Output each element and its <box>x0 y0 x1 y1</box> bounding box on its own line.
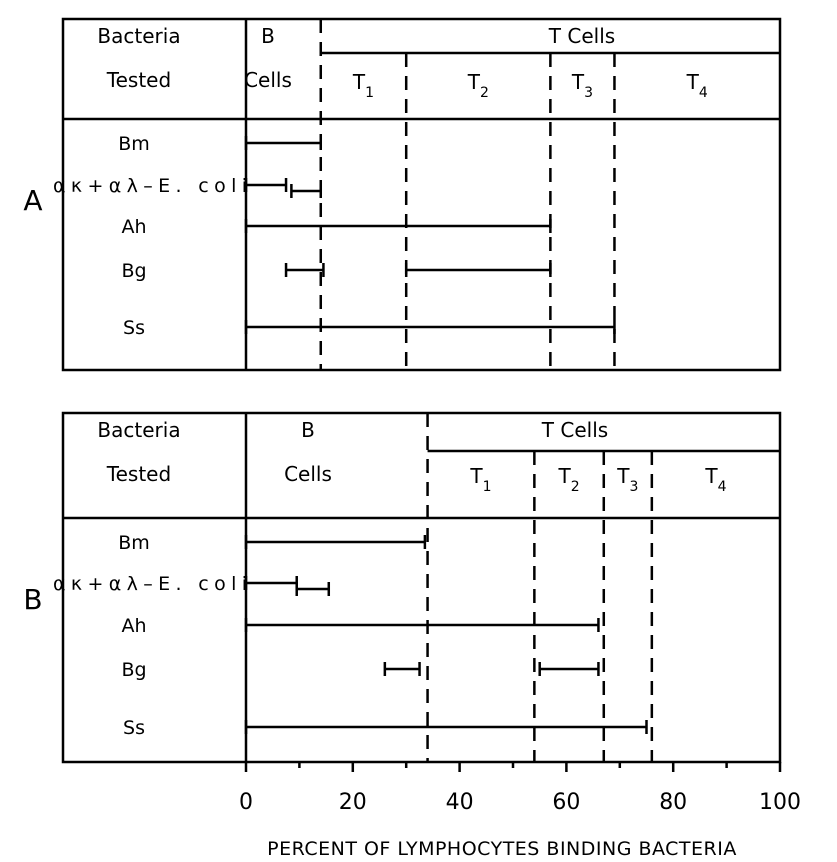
panel-a: Bacteria Tested B Cells T Cells T1 T2 T3 T4 A Bm ακ… <box>23 17 782 372</box>
bacteria-row-label: Bg <box>121 260 146 282</box>
t-subset-label: T2 <box>467 70 489 101</box>
panel-label: B <box>23 583 42 616</box>
t-subset-label: T3 <box>571 70 593 101</box>
t-cells-header: T Cells <box>541 418 608 442</box>
b-cells-header-line1: B <box>261 24 275 48</box>
t-subset-label: T3 <box>616 464 638 495</box>
binding-range-bar <box>383 662 421 676</box>
binding-range-bar <box>244 576 298 590</box>
panels-group: Bacteria Tested B Cells T Cells T1 T2 T3 T4 A Bm ακ… <box>23 17 782 764</box>
binding-range-bar <box>404 263 552 277</box>
t-subset-label: T1 <box>352 70 374 101</box>
panel-frame <box>61 411 782 764</box>
x-axis-label: PERCENT OF LYMPHOCYTES BINDING BACTERIA <box>267 838 737 860</box>
t-subset-label: T4 <box>686 70 708 101</box>
binding-range-bar <box>244 219 552 233</box>
binding-range-bar <box>284 263 325 277</box>
bacteria-row-label: Bm <box>118 532 150 554</box>
bacteria-row-label: Ah <box>121 615 146 637</box>
binding-range-bar <box>244 320 616 334</box>
binding-range-bar <box>244 720 648 734</box>
t-subset-label: T2 <box>557 464 579 495</box>
t-cells-header: T Cells <box>548 24 615 48</box>
bacteria-row-label: Bg <box>121 659 146 681</box>
b-cells-header-line2: Cells <box>284 462 332 486</box>
panel-frame <box>61 17 782 372</box>
b-cells-header-line1: B <box>301 418 315 442</box>
t-subset-label: T4 <box>704 464 726 495</box>
x-tick-label: 0 <box>239 790 253 815</box>
binding-range-bar <box>244 178 288 192</box>
bacteria-row-label: Ss <box>123 317 145 339</box>
bacteria-header-line2: Tested <box>106 68 171 92</box>
bacteria-header-line2: Tested <box>106 462 171 486</box>
x-tick-label: 20 <box>339 790 367 815</box>
binding-range-bar <box>290 184 323 198</box>
t-subset-label: T1 <box>469 464 491 495</box>
bacteria-row-label: ακ+αλ–E. coli <box>53 573 247 595</box>
bacteria-header-line1: Bacteria <box>97 24 180 48</box>
bacteria-row-label: Ah <box>121 216 146 238</box>
x-tick-label: 100 <box>759 790 801 815</box>
binding-range-bar <box>244 136 323 150</box>
binding-range-bar <box>295 582 331 596</box>
panel-label: A <box>23 184 42 217</box>
x-axis: 0 20 40 60 80 100 <box>239 762 801 815</box>
b-cells-header-line2: Cells <box>244 68 292 92</box>
panel-b: Bacteria Tested B Cells T Cells T1 T2 T3 T4 B Bm ακ… <box>23 411 782 764</box>
bacteria-header-line1: Bacteria <box>97 418 180 442</box>
binding-range-bar <box>244 618 600 632</box>
binding-range-bar <box>538 662 600 676</box>
bacteria-row-label: Bm <box>118 133 150 155</box>
bacteria-row-label: Ss <box>123 717 145 739</box>
binding-range-bar <box>244 535 427 549</box>
x-tick-label: 60 <box>552 790 580 815</box>
x-tick-label: 80 <box>659 790 687 815</box>
bacteria-row-label: ακ+αλ–E. coli <box>53 175 247 197</box>
x-tick-label: 40 <box>446 790 474 815</box>
